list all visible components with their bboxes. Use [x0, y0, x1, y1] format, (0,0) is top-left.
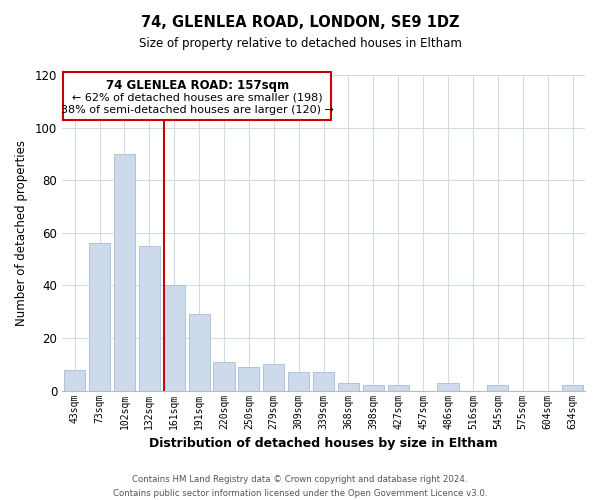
Bar	[562, 386, 583, 390]
X-axis label: Distribution of detached houses by size in Eltham: Distribution of detached houses by size …	[149, 437, 498, 450]
Text: Contains HM Land Registry data © Crown copyright and database right 2024.
Contai: Contains HM Land Registry data © Crown c…	[113, 476, 487, 498]
Bar	[313, 372, 334, 390]
Bar	[437, 382, 458, 390]
Bar	[139, 246, 160, 390]
Bar	[64, 370, 85, 390]
FancyBboxPatch shape	[64, 72, 331, 120]
Text: 74, GLENLEA ROAD, LONDON, SE9 1DZ: 74, GLENLEA ROAD, LONDON, SE9 1DZ	[141, 15, 459, 30]
Text: ← 62% of detached houses are smaller (198): ← 62% of detached houses are smaller (19…	[72, 92, 323, 102]
Text: 74 GLENLEA ROAD: 157sqm: 74 GLENLEA ROAD: 157sqm	[106, 79, 289, 92]
Bar	[114, 154, 135, 390]
Bar	[188, 314, 209, 390]
Bar	[214, 362, 235, 390]
Text: Size of property relative to detached houses in Eltham: Size of property relative to detached ho…	[139, 38, 461, 51]
Bar	[338, 382, 359, 390]
Bar	[164, 286, 185, 391]
Bar	[388, 386, 409, 390]
Bar	[363, 386, 384, 390]
Bar	[89, 244, 110, 390]
Text: 38% of semi-detached houses are larger (120) →: 38% of semi-detached houses are larger (…	[61, 105, 334, 115]
Bar	[238, 367, 259, 390]
Bar	[487, 386, 508, 390]
Y-axis label: Number of detached properties: Number of detached properties	[15, 140, 28, 326]
Bar	[288, 372, 309, 390]
Bar	[263, 364, 284, 390]
